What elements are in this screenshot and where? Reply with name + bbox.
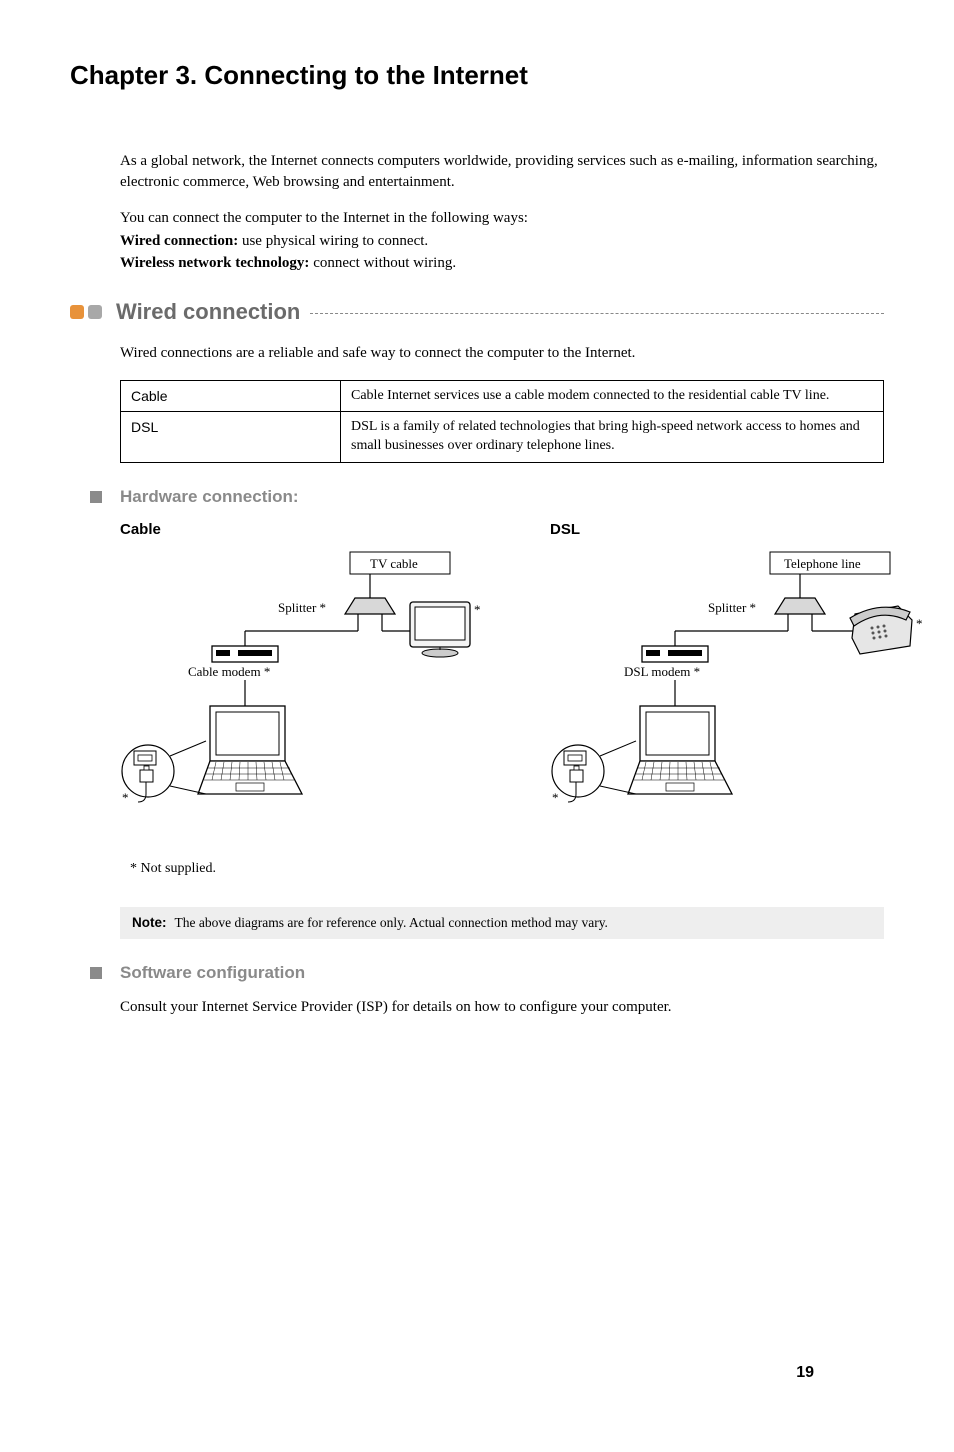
dsl-diagram: DSL Telephone line Splitter * — [550, 521, 940, 851]
wireless-label: Wireless network technology: — [120, 255, 309, 271]
hardware-heading: Hardware connection: — [90, 487, 884, 507]
software-title: Software configuration — [120, 963, 305, 983]
dsl-diagram-svg: Telephone line Splitter * — [550, 546, 940, 846]
note-box: Note: The above diagrams are for referenc… — [120, 907, 884, 939]
port-asterisk: * — [122, 790, 129, 805]
cable-modem-label: Cable modem * — [188, 664, 270, 679]
note-text: The above diagrams are for reference onl… — [175, 915, 608, 930]
splitter-label: Splitter * — [278, 600, 326, 615]
cable-diagram-svg: TV cable Splitter * * — [120, 546, 510, 846]
bullet-gray-icon — [88, 305, 102, 319]
table-desc-cable: Cable Internet services use a cable mode… — [341, 380, 884, 412]
tv-asterisk: * — [474, 602, 481, 617]
note-label: Note: — [132, 915, 167, 930]
square-bullet-icon — [90, 491, 102, 503]
phone-line-label: Telephone line — [784, 556, 861, 571]
wired-label: Wired connection: — [120, 233, 238, 249]
page: Chapter 3. Connecting to the Internet As… — [70, 60, 884, 1412]
laptop-icon — [628, 706, 732, 794]
table-label-cable: Cable — [121, 380, 341, 412]
page-number: 19 — [796, 1364, 814, 1382]
phone-icon — [850, 606, 912, 654]
table-row: DSL DSL is a family of related technolog… — [121, 412, 884, 463]
software-heading: Software configuration — [90, 963, 884, 983]
cable-diagram-title: Cable — [120, 521, 510, 538]
tv-cable-label: TV cable — [370, 556, 418, 571]
intro-paragraph-2: You can connect the computer to the Inte… — [120, 207, 884, 230]
diagrams-row: Cable TV cable Splitter * — [120, 521, 884, 851]
table-row: Cable Cable Internet services use a cabl… — [121, 380, 884, 412]
splitter-label-dsl: Splitter * — [708, 600, 756, 615]
section-dash-rule — [310, 313, 884, 314]
section-intro: Wired connections are a reliable and saf… — [120, 343, 884, 364]
wired-desc: use physical wiring to connect. — [238, 233, 428, 249]
bullet-orange-icon — [70, 305, 84, 319]
hardware-title: Hardware connection: — [120, 487, 299, 507]
section-bullets — [70, 305, 106, 319]
table-label-dsl: DSL — [121, 412, 341, 463]
laptop-icon — [198, 706, 302, 794]
port-asterisk-dsl: * — [552, 790, 559, 805]
wireless-line: Wireless network technology: connect wit… — [120, 252, 884, 275]
connection-table: Cable Cable Internet services use a cabl… — [120, 380, 884, 464]
chapter-title: Chapter 3. Connecting to the Internet — [70, 60, 884, 91]
section-title: Wired connection — [116, 299, 300, 325]
square-bullet-icon — [90, 967, 102, 979]
dsl-diagram-title: DSL — [550, 521, 940, 538]
software-text: Consult your Internet Service Provider (… — [120, 997, 884, 1018]
dsl-modem-label: DSL modem * — [624, 664, 700, 679]
footnote: * Not supplied. — [130, 861, 884, 877]
phone-asterisk: * — [916, 616, 923, 631]
wireless-desc: connect without wiring. — [309, 255, 456, 271]
wired-line: Wired connection: use physical wiring to… — [120, 230, 884, 253]
cable-diagram: Cable TV cable Splitter * — [120, 521, 510, 851]
intro-paragraph-1: As a global network, the Internet connec… — [120, 151, 884, 193]
table-desc-dsl: DSL is a family of related technologies … — [341, 412, 884, 463]
section-header: Wired connection — [70, 299, 884, 325]
